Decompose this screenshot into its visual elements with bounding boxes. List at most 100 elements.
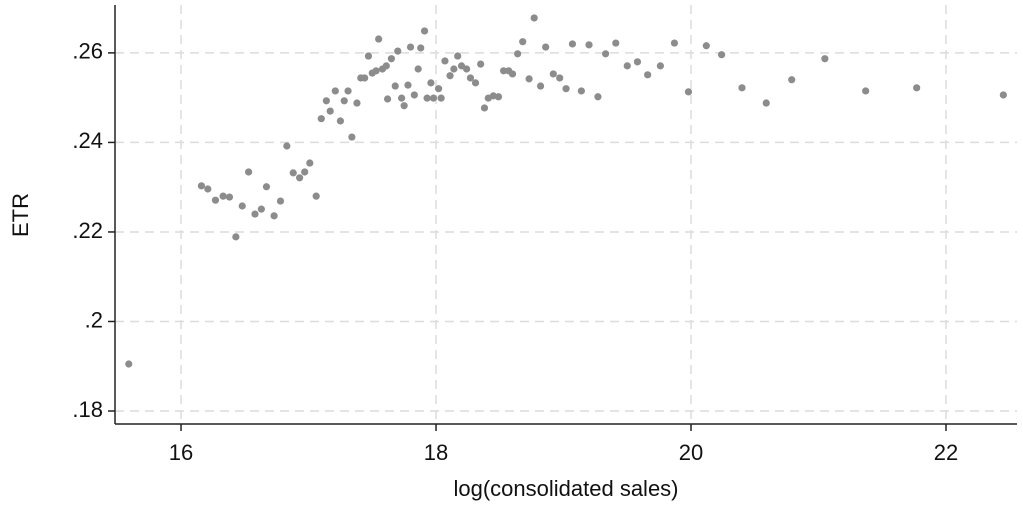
point xyxy=(375,35,383,43)
y-tick-label: .2 xyxy=(85,307,103,332)
point xyxy=(702,42,710,50)
point xyxy=(644,71,652,79)
point xyxy=(340,97,348,105)
point xyxy=(494,93,503,101)
point xyxy=(336,117,345,125)
point xyxy=(562,85,570,93)
point xyxy=(463,65,471,73)
point xyxy=(312,192,320,200)
point xyxy=(204,185,212,193)
point xyxy=(471,79,480,87)
point xyxy=(394,47,402,55)
point xyxy=(417,44,425,52)
y-axis-title: ETR xyxy=(8,193,33,237)
point xyxy=(738,84,746,92)
point xyxy=(594,93,602,101)
point xyxy=(398,94,406,102)
point xyxy=(427,79,435,87)
point xyxy=(718,51,726,59)
point xyxy=(633,58,642,66)
y-tick-label: .26 xyxy=(72,39,103,64)
point xyxy=(542,43,550,51)
point xyxy=(514,50,522,58)
x-axis-title: log(consolidated sales) xyxy=(453,476,678,501)
point xyxy=(423,94,431,102)
point xyxy=(361,74,369,82)
point xyxy=(344,87,352,95)
point xyxy=(400,102,408,110)
point xyxy=(434,85,443,93)
point xyxy=(429,94,438,102)
x-tick-label: 20 xyxy=(679,440,703,465)
point xyxy=(262,183,271,191)
point xyxy=(289,169,297,177)
point xyxy=(684,88,693,96)
point xyxy=(420,27,429,35)
point xyxy=(306,159,314,167)
point xyxy=(519,38,527,46)
point xyxy=(862,87,870,95)
point xyxy=(913,84,921,92)
y-tick-label: .22 xyxy=(72,218,103,243)
point xyxy=(232,233,240,241)
x-tick-label: 16 xyxy=(169,440,193,465)
point xyxy=(225,193,234,201)
point xyxy=(454,52,462,60)
point xyxy=(437,94,445,102)
point xyxy=(508,70,517,78)
point xyxy=(577,87,585,95)
point xyxy=(348,133,356,141)
point xyxy=(410,91,418,99)
x-tick-label: 18 xyxy=(424,440,448,465)
y-tick-label: .18 xyxy=(72,397,103,422)
point xyxy=(125,360,133,368)
point xyxy=(197,182,206,190)
point xyxy=(364,52,373,60)
point xyxy=(530,14,538,22)
point xyxy=(301,168,309,176)
point xyxy=(387,55,396,63)
point xyxy=(383,95,392,103)
point xyxy=(556,74,564,82)
point xyxy=(414,65,422,73)
point xyxy=(296,174,304,182)
point xyxy=(788,76,796,84)
point xyxy=(477,60,485,68)
point xyxy=(549,70,557,78)
point xyxy=(317,115,325,123)
point xyxy=(821,55,829,63)
point xyxy=(372,67,380,75)
point xyxy=(446,72,454,80)
point xyxy=(322,97,330,105)
point xyxy=(999,91,1007,99)
point xyxy=(276,197,285,205)
point xyxy=(656,62,665,70)
point xyxy=(391,82,399,90)
point xyxy=(670,39,679,47)
point xyxy=(466,74,475,82)
point xyxy=(245,168,253,176)
x-tick-label: 22 xyxy=(934,440,958,465)
point xyxy=(251,210,259,218)
point xyxy=(536,82,545,90)
point xyxy=(331,87,339,95)
point xyxy=(326,107,334,115)
point xyxy=(601,50,610,58)
point xyxy=(450,65,458,73)
point xyxy=(623,62,631,70)
point xyxy=(585,41,593,49)
point xyxy=(257,205,265,213)
grid xyxy=(115,5,1017,424)
point xyxy=(219,192,227,200)
point xyxy=(406,43,415,51)
point xyxy=(238,202,246,210)
point xyxy=(480,104,489,112)
point xyxy=(499,67,508,75)
point xyxy=(353,99,361,107)
point xyxy=(525,75,533,83)
point xyxy=(441,57,449,65)
point xyxy=(283,142,291,150)
point xyxy=(404,81,412,89)
